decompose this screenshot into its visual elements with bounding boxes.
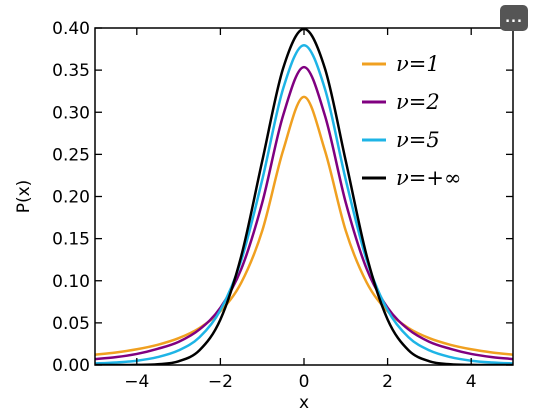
plot-frame bbox=[94, 27, 514, 366]
y-tick-label: 0.40 bbox=[52, 19, 90, 39]
y-tick-label: 0.00 bbox=[52, 356, 90, 376]
x-tick-label: −2 bbox=[208, 372, 233, 392]
x-tick-label: 0 bbox=[299, 372, 310, 392]
y-tick-label: 0.35 bbox=[52, 61, 90, 81]
y-axis-label: P(x) bbox=[14, 180, 34, 214]
series-line-1 bbox=[95, 65, 513, 361]
y-tick-label: 0.25 bbox=[52, 145, 90, 165]
legend-label-0: ν=1 bbox=[396, 52, 440, 76]
x-axis-ticks: −4 −2 0 2 4 bbox=[124, 28, 477, 392]
y-axis-ticks: 0.00 0.05 0.10 0.15 0.20 0.25 0.30 0.35 0.40 bbox=[52, 19, 513, 376]
y-tick-label: 0.10 bbox=[52, 272, 90, 292]
x-tick-label: 2 bbox=[382, 372, 393, 392]
x-tick-label: 4 bbox=[466, 372, 477, 392]
series-line-0 bbox=[95, 95, 513, 356]
series-curves bbox=[95, 28, 513, 365]
series-line-2 bbox=[95, 43, 513, 365]
x-axis-label: x bbox=[299, 393, 309, 410]
x-tick-label: −4 bbox=[124, 372, 149, 392]
legend-label-1: ν=2 bbox=[396, 90, 440, 114]
more-options-button[interactable]: ... bbox=[500, 5, 528, 31]
series-line-3 bbox=[95, 28, 513, 365]
legend-label-3: ν=+∞ bbox=[396, 166, 461, 190]
y-tick-label: 0.30 bbox=[52, 103, 90, 123]
legend: ν=1 ν=2 ν=5 ν=+∞ bbox=[362, 52, 461, 190]
y-tick-label: 0.05 bbox=[52, 314, 90, 334]
y-tick-label: 0.15 bbox=[52, 230, 90, 250]
y-tick-label: 0.20 bbox=[52, 188, 90, 208]
legend-label-2: ν=5 bbox=[396, 128, 440, 152]
